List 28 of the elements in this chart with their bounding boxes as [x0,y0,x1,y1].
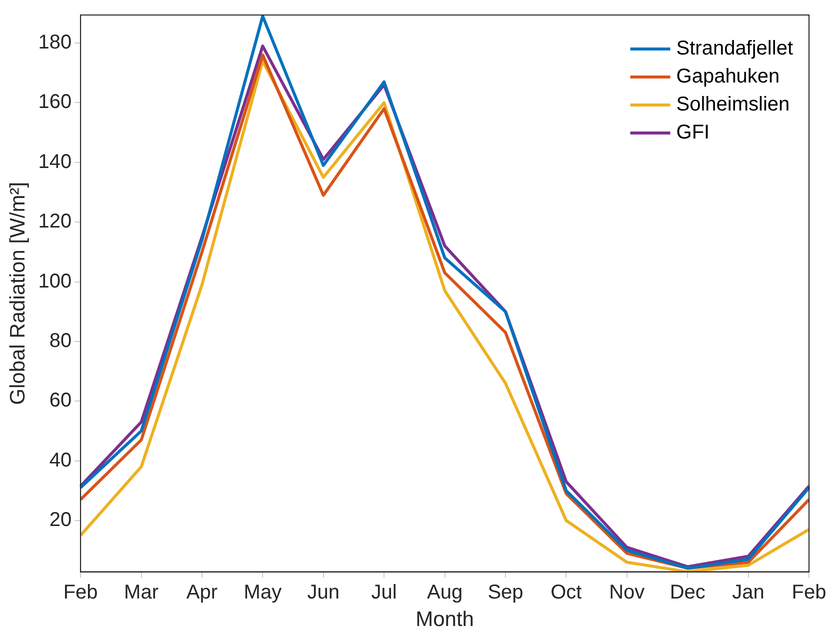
x-tick-label: Dec [670,581,706,604]
legend-label: Gapahuken [676,66,780,88]
legend-label: GFI [676,122,710,144]
x-tick-label: Sep [488,581,524,604]
x-axis-title: Month [416,608,474,632]
x-tick-label: Oct [550,581,582,604]
y-tick-label: 180 [38,32,72,54]
y-tick-label: 60 [49,390,72,412]
x-tick-label: Nov [609,581,645,604]
y-axis-title: Global Radiation [W/m²] [6,182,30,405]
legend-label: Solheimslien [676,94,790,116]
y-tick-label: 80 [49,330,72,352]
x-tick-label: May [244,581,282,604]
y-tick-label: 20 [49,508,72,531]
y-tick-label: 160 [38,91,72,114]
x-tick-label: Feb [792,581,826,604]
x-tick-label: Apr [186,581,218,604]
x-tick-label: Aug [426,581,463,604]
x-tick-label: Jan [732,581,764,604]
x-tick-label: Mar [124,581,159,604]
x-tick-label: Jun [307,581,340,604]
legend-label: Strandafjellet [676,38,794,60]
x-tick-label: Feb [63,581,98,604]
y-tick-label: 120 [38,210,72,233]
y-tick-label: 140 [38,150,72,173]
x-tick-label: Jul [371,581,397,604]
y-tick-label: 100 [38,270,72,292]
y-tick-label: 40 [49,449,72,472]
